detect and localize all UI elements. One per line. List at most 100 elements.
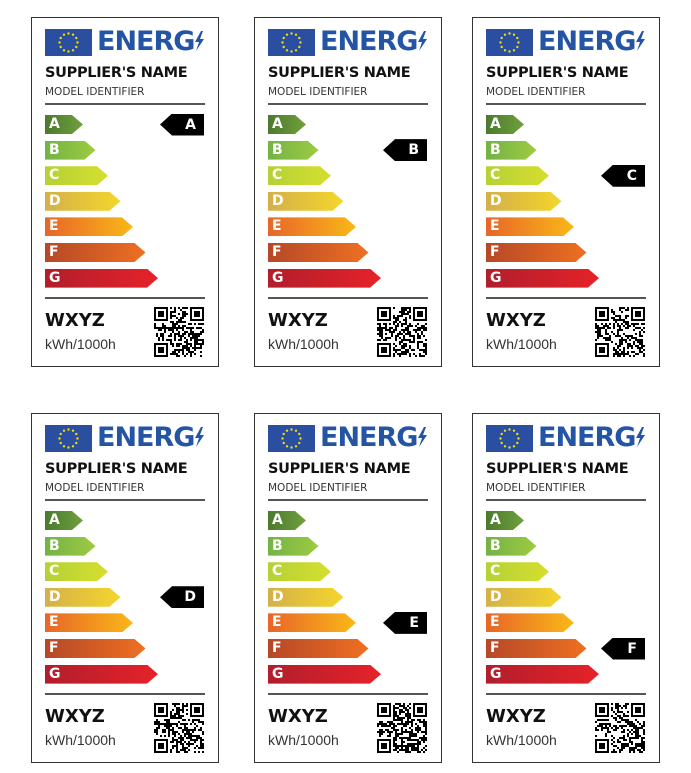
class-bar-b: B [486,537,537,556]
consumption-unit: kWh/1000h [486,732,557,748]
supplier-name: SUPPLIER'S NAME [486,65,629,81]
consumption-value: WXYZ [45,706,105,727]
class-bar-b: B [268,537,319,556]
class-bar-c: C [486,166,549,185]
class-letter: G [49,269,61,286]
class-letter: F [490,640,500,656]
class-letter: C [49,563,60,580]
energy-brand-text: ENERG [538,422,636,453]
class-letter: D [490,588,502,605]
lightning-bolt-icon [418,31,427,51]
class-bar-g: G [268,269,381,288]
class-bar-a: A [486,115,524,134]
supplier-name: SUPPLIER'S NAME [486,461,629,477]
class-bar-f: F [45,639,146,658]
consumption-value: WXYZ [268,706,328,727]
class-letter: E [490,218,500,235]
divider [268,693,428,695]
class-letter: C [490,563,501,580]
class-letter: E [272,614,282,631]
consumption-unit: kWh/1000h [268,336,339,352]
class-bar-a: A [45,511,83,530]
qr-code-icon [377,703,427,753]
rating-letter: A [185,116,196,133]
energy-brand-text: ENERG [97,26,195,57]
class-bar-e: E [268,217,356,236]
class-letter: B [272,141,283,158]
class-letter: B [49,141,60,158]
qr-code-icon [377,307,427,357]
energy-label-a: ENERG SUPPLIER'S NAME MODEL IDENTIFIER A… [31,17,219,367]
class-letter: E [272,218,282,235]
energy-label-c: ENERG SUPPLIER'S NAME MODEL IDENTIFIER A… [472,17,660,367]
rating-indicator: E [383,611,427,634]
model-identifier: MODEL IDENTIFIER [45,86,145,98]
class-bar-f: F [268,639,369,658]
energy-label-f: ENERG SUPPLIER'S NAME MODEL IDENTIFIER A… [472,413,660,763]
class-bar-d: D [45,192,121,211]
rating-indicator: C [601,164,645,187]
class-letter: A [49,116,60,132]
class-letter: G [272,269,284,286]
lightning-bolt-icon [195,31,204,51]
consumption-unit: kWh/1000h [45,732,116,748]
class-bar-c: C [486,562,549,581]
class-letter: C [49,167,60,184]
class-bar-e: E [486,217,574,236]
class-letter: G [272,665,284,682]
energy-label-b: ENERG SUPPLIER'S NAME MODEL IDENTIFIER A… [254,17,442,367]
energy-label-d: ENERG SUPPLIER'S NAME MODEL IDENTIFIER A… [31,413,219,763]
class-letter: A [49,512,60,528]
energy-brand-text: ENERG [538,26,636,57]
model-identifier: MODEL IDENTIFIER [45,482,145,494]
rating-indicator: D [160,586,204,609]
rating-letter: F [627,640,637,657]
class-bar-g: G [268,665,381,684]
eu-flag-icon [486,29,533,56]
class-letter: C [272,167,283,184]
class-bar-c: C [268,166,331,185]
class-letter: B [272,537,283,554]
supplier-name: SUPPLIER'S NAME [45,461,188,477]
rating-letter: E [409,614,419,631]
class-letter: F [49,244,59,260]
consumption-unit: kWh/1000h [45,336,116,352]
class-letter: F [49,640,59,656]
divider [45,297,205,299]
class-letter: F [272,640,282,656]
eu-flag-icon [45,29,92,56]
lightning-bolt-icon [636,427,645,447]
energy-brand-text: ENERG [320,422,418,453]
divider [486,693,646,695]
model-identifier: MODEL IDENTIFIER [268,86,368,98]
divider [486,499,646,501]
class-bar-d: D [268,588,344,607]
class-bar-a: A [486,511,524,530]
supplier-name: SUPPLIER'S NAME [268,65,411,81]
class-letter: E [490,614,500,631]
class-bar-b: B [45,537,96,556]
rating-letter: B [408,142,419,159]
model-identifier: MODEL IDENTIFIER [486,86,586,98]
class-bar-c: C [45,562,108,581]
lightning-bolt-icon [418,427,427,447]
energy-brand-text: ENERG [97,422,195,453]
class-letter: G [49,665,61,682]
class-bar-c: C [45,166,108,185]
divider [486,297,646,299]
class-bar-f: F [268,243,369,262]
eu-flag-icon [45,425,92,452]
class-letter: F [272,244,282,260]
class-letter: E [49,614,59,631]
class-bar-d: D [268,192,344,211]
consumption-unit: kWh/1000h [486,336,557,352]
class-letter: A [272,512,283,528]
class-bar-e: E [45,613,133,632]
eu-flag-icon [268,29,315,56]
class-bar-g: G [486,269,599,288]
class-bar-c: C [268,562,331,581]
class-letter: A [272,116,283,132]
class-letter: F [490,244,500,260]
lightning-bolt-icon [195,427,204,447]
class-bar-a: A [268,511,306,530]
